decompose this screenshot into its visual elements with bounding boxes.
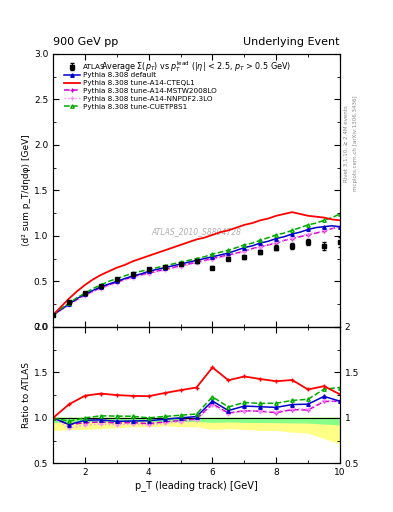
Text: 900 GeV pp: 900 GeV pp <box>53 37 118 47</box>
Text: Rivet 3.1.10, ≥ 2.4M events: Rivet 3.1.10, ≥ 2.4M events <box>343 105 348 182</box>
Text: Average $\Sigma(p_T)$ vs $p_T^{\rm lead}$ ($|\eta|$ < 2.5, $p_T$ > 0.5 GeV): Average $\Sigma(p_T)$ vs $p_T^{\rm lead}… <box>101 59 292 74</box>
Text: mcplots.cern.ch [arXiv:1306.3436]: mcplots.cern.ch [arXiv:1306.3436] <box>353 96 358 191</box>
Text: ATLAS_2010_S8894728: ATLAS_2010_S8894728 <box>151 227 242 236</box>
Y-axis label: Ratio to ATLAS: Ratio to ATLAS <box>22 362 31 428</box>
X-axis label: p_T (leading track) [GeV]: p_T (leading track) [GeV] <box>135 480 258 491</box>
Text: Underlying Event: Underlying Event <box>243 37 340 47</box>
Y-axis label: ⟨d² sum p_T/dηdφ⟩ [GeV]: ⟨d² sum p_T/dηdφ⟩ [GeV] <box>22 135 31 246</box>
Legend: ATLAS, Pythia 8.308 default, Pythia 8.308 tune-A14-CTEQL1, Pythia 8.308 tune-A14: ATLAS, Pythia 8.308 default, Pythia 8.30… <box>62 63 218 111</box>
